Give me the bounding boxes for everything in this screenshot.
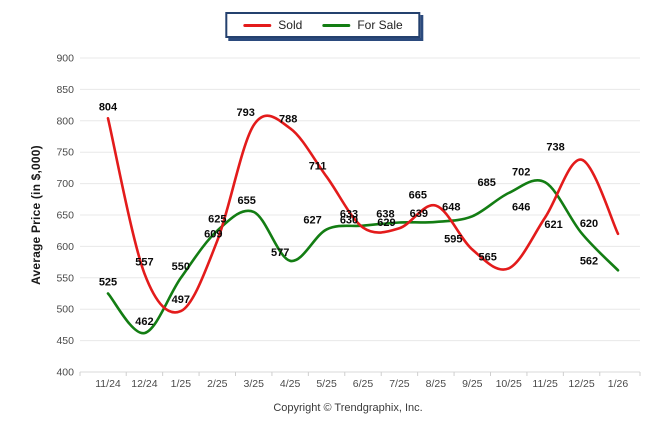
x-tick-label: 6/25 xyxy=(353,378,374,390)
data-label: 788 xyxy=(279,113,297,125)
x-tick-label: 12/24 xyxy=(131,378,157,390)
data-label: 620 xyxy=(580,218,598,230)
x-tick-label: 3/25 xyxy=(243,378,264,390)
for-sale-line xyxy=(106,179,620,335)
x-tick-label: 1/25 xyxy=(171,378,192,390)
legend-line-swatch xyxy=(322,23,351,27)
data-label: 497 xyxy=(172,294,190,306)
data-label: 738 xyxy=(546,142,564,154)
data-label: 550 xyxy=(172,261,190,273)
y-tick-label: 750 xyxy=(56,147,74,159)
y-tick-label: 500 xyxy=(56,304,74,316)
data-label: 565 xyxy=(479,251,497,263)
y-tick-label: 400 xyxy=(56,367,74,379)
data-label: 646 xyxy=(512,202,530,214)
data-label: 639 xyxy=(410,208,428,220)
sold-line xyxy=(106,114,620,314)
x-tick-label: 12/25 xyxy=(568,378,594,390)
y-tick-label: 450 xyxy=(56,335,74,347)
data-label: 627 xyxy=(303,214,321,226)
y-tick-label: 800 xyxy=(56,115,74,127)
legend-item-sold: Sold xyxy=(243,18,302,32)
data-label: 685 xyxy=(478,177,496,189)
data-label: 462 xyxy=(135,316,153,328)
x-tick-label: 11/24 xyxy=(95,378,121,390)
y-axis-title: Average Price (in $,000) xyxy=(29,145,43,285)
data-label: 557 xyxy=(135,256,153,268)
legend: Sold For Sale xyxy=(225,12,421,38)
legend-label: Sold xyxy=(278,18,303,32)
legend-item-for-sale: For Sale xyxy=(322,18,403,32)
data-label: 630 xyxy=(340,215,358,227)
data-label: 648 xyxy=(442,201,460,213)
x-tick-label: 2/25 xyxy=(207,378,228,390)
x-tick-label: 9/25 xyxy=(462,378,483,390)
data-label: 577 xyxy=(271,247,289,259)
y-tick-label: 600 xyxy=(56,241,74,253)
x-tick-label: 1/26 xyxy=(608,378,629,390)
data-label: 793 xyxy=(237,107,255,119)
x-tick-label: 8/25 xyxy=(426,378,447,390)
data-label: 562 xyxy=(580,255,598,267)
data-label: 655 xyxy=(238,195,256,207)
data-label: 625 xyxy=(208,214,226,226)
y-tick-label: 550 xyxy=(56,272,74,284)
x-tick-label: 4/25 xyxy=(280,378,301,390)
data-label: 633 xyxy=(340,209,358,221)
legend-label: For Sale xyxy=(357,18,403,32)
x-tick-label: 10/25 xyxy=(496,378,522,390)
x-tick-label: 11/25 xyxy=(532,378,558,390)
data-label: 629 xyxy=(377,217,395,229)
data-label: 702 xyxy=(512,166,530,178)
data-label: 609 xyxy=(204,229,222,241)
data-label: 525 xyxy=(99,277,117,289)
legend-line-swatch xyxy=(243,23,272,27)
data-label: 711 xyxy=(309,161,327,173)
x-tick-label: 5/25 xyxy=(316,378,337,390)
y-tick-label: 650 xyxy=(56,210,74,222)
data-label: 638 xyxy=(376,209,394,221)
data-label: 804 xyxy=(99,101,118,113)
y-tick-label: 700 xyxy=(56,178,74,190)
data-label: 665 xyxy=(409,190,427,202)
y-tick-label: 900 xyxy=(56,53,74,65)
data-label: 621 xyxy=(544,219,562,231)
x-tick-label: 7/25 xyxy=(389,378,410,390)
data-label: 595 xyxy=(444,234,462,246)
copyright-text: Copyright © Trendgraphix, Inc. xyxy=(273,402,423,414)
y-tick-label: 850 xyxy=(56,84,74,96)
